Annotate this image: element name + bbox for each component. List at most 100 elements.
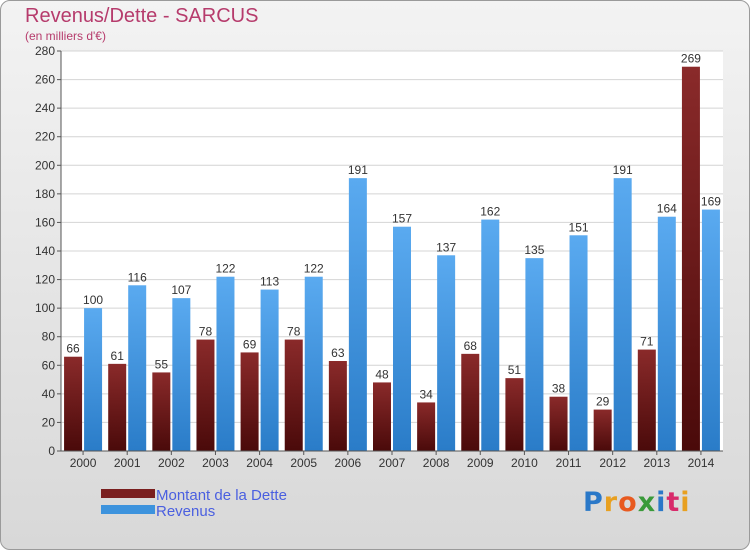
- y-tick-label: 20: [42, 415, 56, 429]
- y-tick-labels: 0 20 40 60 80 100 120 140 160 180 200 220 240 260 280: [35, 44, 61, 458]
- proxiti-logo: Proxiti: [583, 487, 691, 518]
- bar-dette: [417, 402, 436, 451]
- bar-dette: [152, 372, 171, 451]
- data-label: 135: [524, 243, 544, 257]
- bar-dette: [461, 353, 480, 451]
- bar-revenus: [569, 235, 588, 451]
- bar-dette: [328, 361, 347, 451]
- data-label: 122: [304, 262, 324, 276]
- legend-label-dette: Montant de la Dette: [156, 487, 287, 504]
- chart-title: Revenus/Dette - SARCUS: [25, 5, 259, 27]
- data-label: 151: [569, 220, 589, 234]
- y-tick-label: 200: [35, 158, 55, 172]
- bar-revenus: [260, 289, 279, 451]
- grid-lines: [61, 50, 723, 423]
- x-tick-label: 2009: [467, 456, 494, 470]
- data-label: 137: [436, 240, 456, 254]
- bar-dette: [284, 339, 303, 451]
- y-tick-label: 100: [35, 301, 55, 315]
- y-tick-label: 280: [35, 44, 55, 58]
- bar-revenus: [525, 258, 544, 451]
- data-label: 269: [681, 52, 701, 66]
- x-tick-label: 2006: [335, 456, 362, 470]
- x-tick-label: 2014: [688, 456, 715, 470]
- legend-swatch-dette: [101, 489, 155, 498]
- legend-swatch-revenus: [101, 505, 155, 514]
- x-tick-label: 2004: [246, 456, 273, 470]
- data-label: 61: [111, 349, 125, 363]
- y-tick-label: 260: [35, 73, 55, 87]
- data-label: 78: [287, 325, 301, 339]
- x-tick-label: 2003: [202, 456, 229, 470]
- data-label: 191: [348, 163, 368, 177]
- legend-label-revenus: Revenus: [156, 503, 216, 520]
- data-label: 78: [199, 325, 213, 339]
- y-tick-label: 160: [35, 215, 55, 229]
- data-label: 157: [392, 212, 412, 226]
- x-tick-label: 2002: [158, 456, 185, 470]
- data-label: 116: [128, 270, 147, 284]
- y-tick-label: 120: [35, 273, 55, 287]
- data-label: 122: [215, 262, 235, 276]
- y-tick-label: 0: [48, 444, 55, 458]
- logo-letter: P: [583, 487, 604, 518]
- logo-letter: i: [656, 487, 667, 518]
- data-label: 169: [701, 195, 721, 209]
- bar-dette: [373, 382, 391, 451]
- logo-letter: i: [680, 487, 691, 518]
- x-tick-label: 2012: [599, 456, 626, 470]
- data-label: 107: [171, 283, 191, 297]
- data-label: 164: [657, 202, 677, 216]
- data-label: 55: [155, 357, 169, 371]
- logo-letter: r: [603, 487, 619, 518]
- logo-letter: x: [637, 487, 657, 518]
- chart-subtitle: (en milliers d'€): [25, 29, 106, 43]
- data-label: 162: [480, 205, 500, 219]
- x-tick-label: 2010: [511, 456, 538, 470]
- data-label: 38: [552, 382, 566, 396]
- x-tick-label: 2001: [114, 456, 141, 470]
- data-label: 29: [596, 395, 610, 409]
- bar-dette: [505, 378, 524, 451]
- bar-revenus: [304, 276, 323, 451]
- bar-dette: [593, 409, 612, 451]
- bar-revenus: [393, 226, 411, 451]
- bar-revenus: [437, 255, 456, 451]
- bar-revenus: [481, 219, 500, 451]
- data-label: 68: [464, 339, 478, 353]
- logo-letter: o: [618, 487, 638, 518]
- data-label: 113: [260, 275, 279, 289]
- bar-revenus: [84, 308, 103, 451]
- x-tick-label: 2000: [70, 456, 97, 470]
- x-tick-label: 2013: [643, 456, 670, 470]
- y-tick-label: 220: [35, 130, 55, 144]
- data-label: 34: [419, 387, 433, 401]
- x-tick-label: 2005: [290, 456, 317, 470]
- data-label: 63: [331, 346, 345, 360]
- x-tick-label: 2011: [556, 456, 582, 470]
- logo-letter: t: [666, 487, 681, 518]
- y-tick-label: 180: [35, 187, 55, 201]
- data-label: 191: [613, 163, 633, 177]
- bar-dette: [549, 396, 568, 451]
- bar-dette: [240, 352, 259, 451]
- y-tick-label: 240: [35, 101, 55, 115]
- bar-dette: [637, 349, 656, 451]
- bar-revenus: [657, 216, 676, 451]
- bar-revenus: [348, 178, 367, 451]
- bar-dette: [196, 339, 215, 451]
- x-tick-label: 2007: [379, 456, 406, 470]
- x-tick-labels: 2000 2001 2002 2003 2004 2005 2006 2007 2008 2009…: [70, 451, 715, 470]
- bar-dette: [108, 363, 127, 451]
- data-label: 66: [66, 342, 80, 356]
- data-label: 51: [508, 363, 522, 377]
- y-tick-label: 40: [42, 387, 56, 401]
- data-label: 100: [83, 293, 103, 307]
- y-tick-label: 60: [42, 358, 56, 372]
- bar-revenus: [613, 178, 632, 451]
- bar-revenus: [172, 298, 191, 451]
- bar-revenus: [216, 276, 235, 451]
- data-label: 48: [375, 367, 389, 381]
